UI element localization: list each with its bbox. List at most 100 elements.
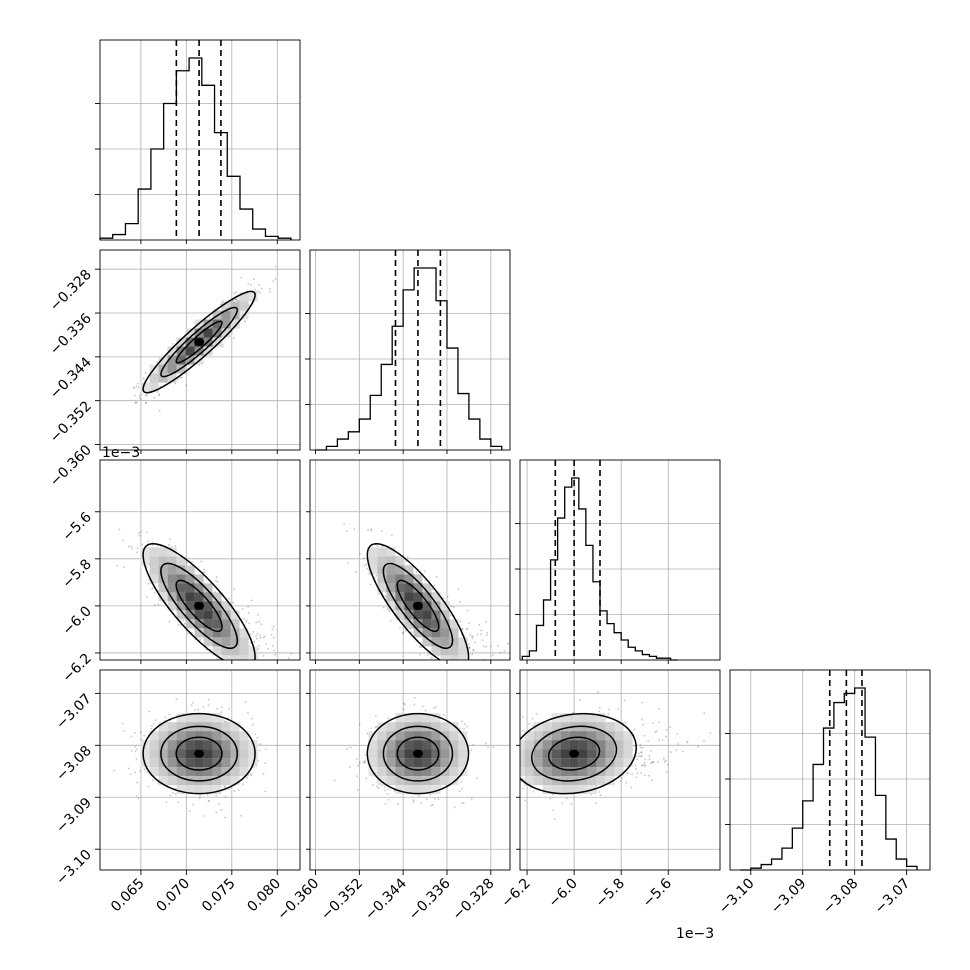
scatter-point [346, 748, 349, 750]
density-cell [158, 731, 168, 741]
density-cell [449, 776, 459, 786]
scatter-point [267, 647, 270, 650]
density-cell [395, 583, 405, 593]
scatter-point [259, 634, 261, 637]
density-cell [230, 628, 240, 638]
scatter-point [345, 672, 347, 674]
panel-frame [99, 249, 301, 451]
scatter-point [247, 605, 249, 608]
density-cell [203, 758, 213, 768]
scatter-point [435, 575, 438, 578]
scatter-point [401, 632, 404, 635]
panel-frame [519, 459, 721, 661]
scatter-point [470, 798, 473, 800]
contour-level-2 [366, 543, 470, 660]
scatter-point [186, 561, 188, 564]
density-cell [176, 749, 186, 759]
scatter-point [134, 394, 136, 397]
scatter-point [263, 635, 266, 638]
density-cell [422, 619, 432, 629]
scatter-point [431, 588, 434, 591]
density-cell [167, 346, 177, 356]
density-cell [230, 646, 240, 656]
scatter-point [502, 671, 504, 673]
density-cell [377, 565, 387, 575]
scatter-point [480, 629, 482, 632]
scatter-point [422, 705, 424, 708]
scatter-point [468, 646, 471, 649]
density-blocks [140, 713, 258, 795]
scatter-point [136, 547, 139, 550]
scatter-point [256, 737, 259, 739]
density-cell [203, 610, 213, 620]
scatter-point [468, 646, 471, 649]
density-cell [404, 583, 414, 593]
scatter-point [153, 604, 156, 606]
density-cell [422, 628, 432, 638]
density-cell [203, 346, 213, 356]
scatter-point [248, 304, 250, 307]
scatter-point [257, 759, 260, 762]
scatter-point [216, 707, 219, 710]
density-cell [386, 776, 396, 786]
density-cell [230, 722, 240, 732]
scatter-panel-2-1 [309, 459, 511, 673]
histogram-panel-0 [95, 39, 301, 241]
scatter-point [153, 592, 156, 594]
density-cell [239, 301, 249, 311]
scatter-point [113, 769, 115, 772]
contour-level-2 [142, 712, 256, 795]
density-cell [413, 619, 423, 629]
scatter-point [141, 543, 144, 546]
scatter-point [231, 601, 234, 604]
density-cell [404, 749, 414, 759]
scatter-point [235, 291, 238, 294]
scatter-point [203, 568, 206, 571]
density-cell [176, 565, 186, 575]
scatter-point [251, 717, 253, 720]
density-cell [440, 619, 450, 629]
density-cell [221, 776, 231, 786]
scatter-point [133, 387, 136, 390]
contour-level-2 [142, 290, 256, 394]
scatter-point [363, 564, 366, 567]
scatter-point [143, 768, 146, 771]
scatter-point [233, 292, 235, 294]
density-cell [239, 740, 249, 750]
density-cell [395, 767, 405, 777]
density-cell [221, 637, 231, 647]
scatter-point [446, 595, 449, 598]
scatter-point [412, 801, 415, 803]
density-cell [185, 610, 195, 620]
scatter-point [274, 265, 277, 268]
scatter-point [223, 720, 226, 722]
scatter-point [177, 378, 180, 381]
scatter-point [254, 733, 256, 736]
density-cell [167, 601, 177, 611]
density-cell [449, 749, 459, 759]
scatter-point [375, 785, 378, 788]
density-cell [167, 373, 177, 383]
scatter-point [265, 642, 268, 645]
density-cell [158, 749, 168, 759]
contour-level-1 [160, 725, 239, 782]
scatter-point [135, 385, 138, 388]
scatter-point [180, 376, 183, 379]
density-cell [395, 565, 405, 575]
histogram-steps [99, 57, 292, 240]
scatter-point [413, 696, 416, 699]
scatter-panel-2-0 [99, 459, 347, 674]
scatter-point [202, 571, 205, 574]
scatter-panel-3-1 [309, 669, 511, 871]
density-cell [404, 619, 414, 629]
density-cell [194, 592, 204, 602]
density-cell [431, 628, 441, 638]
scatter-point [198, 797, 201, 800]
density-cell [176, 355, 186, 365]
density-cell [458, 655, 468, 660]
scatter-point [204, 571, 207, 574]
scatter-point [270, 633, 273, 636]
scatter-point [179, 376, 181, 379]
scatter-point [197, 708, 199, 711]
scatter-point [165, 801, 168, 803]
